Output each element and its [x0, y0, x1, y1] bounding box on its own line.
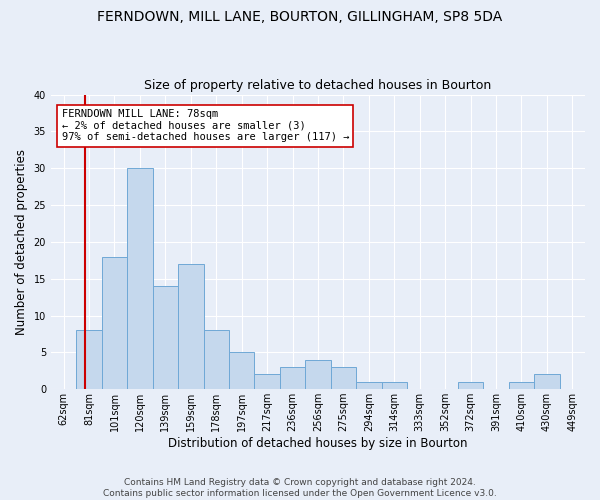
Text: FERNDOWN, MILL LANE, BOURTON, GILLINGHAM, SP8 5DA: FERNDOWN, MILL LANE, BOURTON, GILLINGHAM… [97, 10, 503, 24]
Text: FERNDOWN MILL LANE: 78sqm
← 2% of detached houses are smaller (3)
97% of semi-de: FERNDOWN MILL LANE: 78sqm ← 2% of detach… [62, 110, 349, 142]
Bar [534, 374, 560, 389]
Bar [254, 374, 280, 389]
Bar [76, 330, 102, 389]
Bar [203, 330, 229, 389]
X-axis label: Distribution of detached houses by size in Bourton: Distribution of detached houses by size … [168, 437, 468, 450]
Bar [382, 382, 407, 389]
Y-axis label: Number of detached properties: Number of detached properties [15, 149, 28, 335]
Title: Size of property relative to detached houses in Bourton: Size of property relative to detached ho… [145, 79, 491, 92]
Text: Contains HM Land Registry data © Crown copyright and database right 2024.
Contai: Contains HM Land Registry data © Crown c… [103, 478, 497, 498]
Bar [509, 382, 534, 389]
Bar [331, 367, 356, 389]
Bar [127, 168, 152, 389]
Bar [152, 286, 178, 389]
Bar [178, 264, 203, 389]
Bar [280, 367, 305, 389]
Bar [305, 360, 331, 389]
Bar [229, 352, 254, 389]
Bar [356, 382, 382, 389]
Bar [458, 382, 483, 389]
Bar [102, 256, 127, 389]
